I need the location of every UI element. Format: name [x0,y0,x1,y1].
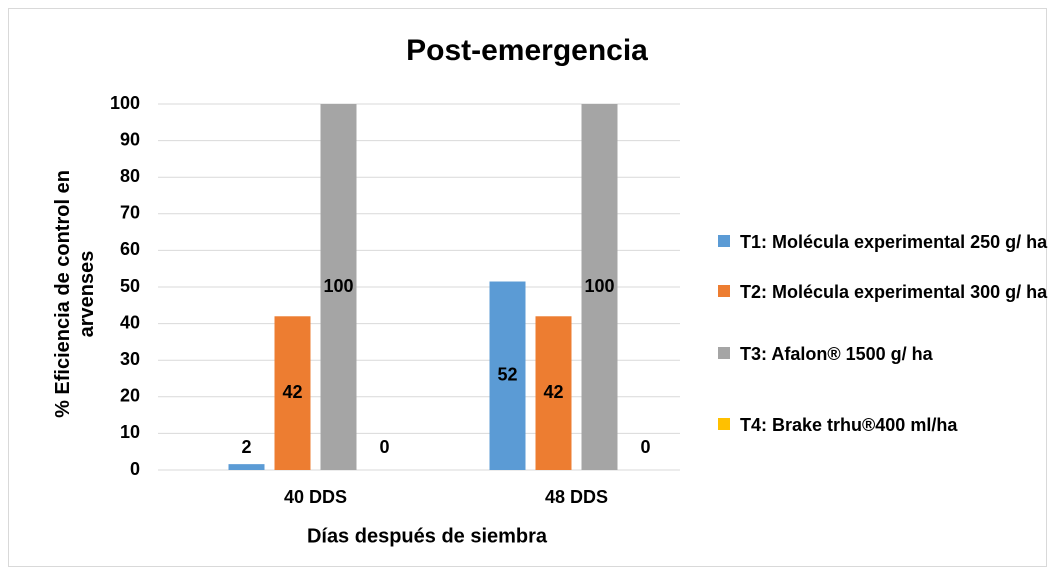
y-tick-label: 100 [110,93,140,113]
legend-item: T4: Brake trhu®400 ml/ha [718,413,1048,437]
y-tick-label: 20 [120,386,140,406]
legend-swatch [718,285,730,297]
y-tick-label: 40 [120,312,140,332]
y-tick-label: 90 [120,129,140,149]
data-label: 100 [323,276,353,296]
chart-title: Post-emergencia [406,34,648,67]
data-label: 42 [282,382,302,402]
bar [320,104,357,470]
y-tick-label: 10 [120,422,140,442]
x-axis-title: Días después de siembra [307,525,548,547]
bar [228,464,265,470]
data-label: 100 [584,276,614,296]
data-label: 42 [543,382,563,402]
x-tick-label: 40 DDS [284,487,347,507]
legend-label: T4: Brake trhu®400 ml/ha [740,415,958,435]
y-tick-label: 70 [120,203,140,223]
legend-item: T2: Molécula experimental 300 g/ ha [718,280,1048,304]
data-label: 2 [241,437,251,457]
legend-swatch [718,347,730,359]
legend-label: T2: Molécula experimental 300 g/ ha [740,282,1048,302]
data-label: 52 [497,365,517,385]
legend-label: T3: Afalon® 1500 g/ ha [740,344,933,364]
bar [581,104,618,470]
y-tick-label: 0 [130,459,140,479]
legend-swatch [718,418,730,430]
bar [535,316,572,470]
y-tick-label: 30 [120,349,140,369]
legend-item: T1: Molécula experimental 250 g/ ha [718,230,1048,254]
y-axis-title: % Eficiencia de control en arvenses [52,170,98,418]
y-tick-label: 50 [120,276,140,296]
bar [274,316,311,470]
data-label: 0 [640,437,650,457]
legend-label: T1: Molécula experimental 250 g/ ha [740,232,1048,252]
bar [489,281,526,470]
legend-item: T3: Afalon® 1500 g/ ha [718,342,1048,366]
data-label: 0 [379,437,389,457]
legend-swatch [718,235,730,247]
x-tick-label: 48 DDS [545,487,608,507]
y-tick-label: 60 [120,239,140,259]
y-tick-label: 80 [120,166,140,186]
